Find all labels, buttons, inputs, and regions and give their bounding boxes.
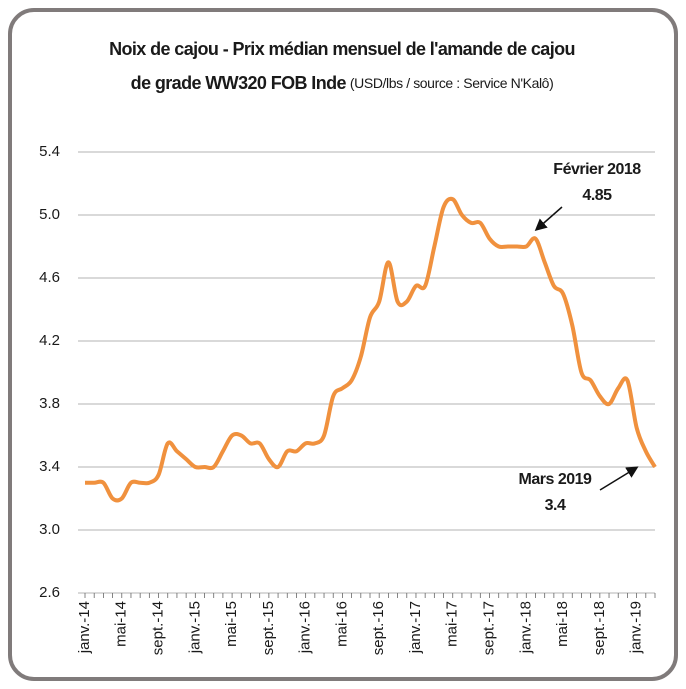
y-tick-label: 4.2 (39, 332, 60, 349)
annotation-arrow (599, 466, 639, 491)
chart-subtitle: (USD/lbs / source : Service N'Kalô) (350, 75, 553, 91)
x-tick-label: mai-16 (333, 601, 350, 647)
x-tick-label: mai-15 (223, 601, 240, 647)
y-tick-label: 4.6 (39, 269, 60, 286)
x-tick-label: sept.-17 (480, 601, 497, 655)
x-tick-label: sept.-16 (370, 601, 387, 655)
x-tick-label: sept.-14 (150, 601, 167, 655)
annotation-text: Février 2018 (553, 161, 641, 178)
y-tick-label: 5.4 (39, 143, 60, 160)
y-tick-label: 3.8 (39, 395, 60, 412)
annotation-value: 4.85 (582, 187, 612, 204)
y-tick-label: 5.0 (39, 206, 60, 223)
y-tick-label: 3.4 (39, 458, 60, 475)
annotation-text: Mars 2019 (519, 471, 592, 488)
line-series (85, 196, 657, 503)
x-tick-label: janv.-15 (186, 601, 203, 654)
x-tick-label: sept.-15 (260, 601, 277, 655)
y-tick-label: 3.0 (39, 521, 60, 538)
x-tick-label: mai-17 (444, 601, 461, 647)
y-tick-label: 2.6 (39, 584, 60, 601)
x-tick-label: janv.-14 (76, 601, 93, 654)
x-tick-label: janv.-17 (407, 601, 424, 654)
x-tick-label: janv.-18 (517, 601, 534, 654)
frame (8, 8, 678, 681)
chart-title: de grade WW320 FOB Inde (131, 73, 347, 93)
x-tick-label: janv.-16 (297, 601, 314, 654)
chart-title: Noix de cajou - Prix médian mensuel de l… (109, 39, 575, 59)
x-tick-label: janv.-19 (628, 601, 645, 654)
annotation-arrow (534, 206, 563, 231)
x-tick-label: sept.-18 (591, 601, 608, 655)
title-line: de grade WW320 FOB Inde (USD/lbs / source… (131, 73, 554, 93)
x-tick-label: mai-14 (113, 601, 130, 647)
annotation-value: 3.4 (545, 497, 566, 514)
x-tick-label: mai-18 (554, 601, 571, 647)
